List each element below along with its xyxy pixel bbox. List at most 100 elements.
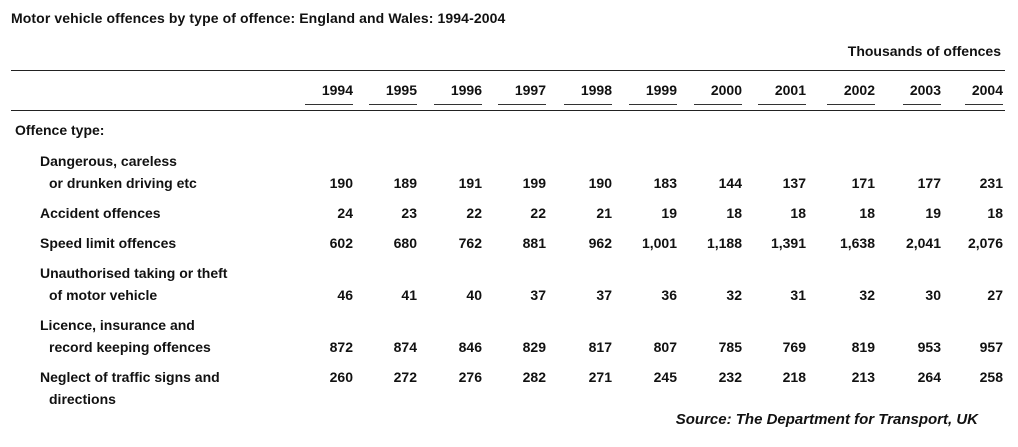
source-note: Source: The Department for Transport, UK	[675, 411, 978, 428]
table-cell: 962	[588, 235, 612, 251]
year-underline	[305, 104, 353, 105]
year-header-1999: 1999	[645, 82, 677, 98]
table-cell: 957	[979, 339, 1003, 355]
row-label: Unauthorised taking or theft	[40, 265, 228, 281]
year-header-2002: 2002	[843, 82, 875, 98]
year-underline	[694, 104, 742, 105]
year-header-1994: 1994	[321, 82, 353, 98]
table-cell: 24	[337, 205, 353, 221]
section-label: Offence type:	[15, 122, 105, 138]
table-cell: 19	[925, 205, 941, 221]
year-underline	[434, 104, 482, 105]
table-cell: 1,188	[706, 235, 742, 251]
table-cell: 602	[329, 235, 353, 251]
year-header-2004: 2004	[971, 82, 1003, 98]
table-cell: 872	[329, 339, 353, 355]
year-underline	[564, 104, 612, 105]
table-cell: 189	[393, 175, 417, 191]
table-cell: 18	[859, 205, 875, 221]
table-cell: 199	[522, 175, 546, 191]
table-cell: 27	[987, 287, 1003, 303]
year-header-2000: 2000	[710, 82, 742, 98]
table-cell: 2,076	[967, 235, 1003, 251]
table-cell: 30	[925, 287, 941, 303]
table-cell: 36	[661, 287, 677, 303]
table-cell: 1,001	[641, 235, 677, 251]
table-cell: 190	[329, 175, 353, 191]
row-label: or drunken driving etc	[49, 175, 197, 191]
row-label: Dangerous, careless	[40, 153, 177, 169]
table-cell: 271	[588, 369, 612, 385]
table-cell: 819	[851, 339, 875, 355]
table-cell: 190	[588, 175, 612, 191]
year-underline	[965, 104, 1003, 105]
row-label: Licence, insurance and	[40, 317, 195, 333]
table-cell: 807	[653, 339, 677, 355]
table-cell: 22	[466, 205, 482, 221]
table-cell: 245	[653, 369, 677, 385]
row-label: directions	[49, 391, 116, 407]
table-cell: 231	[979, 175, 1003, 191]
table-cell: 881	[522, 235, 546, 251]
units-label: Thousands of offences	[847, 43, 1001, 59]
year-header-1995: 1995	[385, 82, 417, 98]
table-cell: 785	[718, 339, 742, 355]
table-cell: 32	[859, 287, 875, 303]
table-cell: 37	[596, 287, 612, 303]
table-cell: 21	[596, 205, 612, 221]
table-cell: 23	[401, 205, 417, 221]
table-cell: 829	[522, 339, 546, 355]
table-cell: 22	[530, 205, 546, 221]
table-cell: 680	[393, 235, 417, 251]
table-cell: 874	[393, 339, 417, 355]
table-cell: 264	[917, 369, 941, 385]
table-cell: 953	[917, 339, 941, 355]
year-header-2001: 2001	[774, 82, 806, 98]
table-cell: 260	[329, 369, 353, 385]
table-cell: 32	[726, 287, 742, 303]
table-cell: 46	[337, 287, 353, 303]
row-label: of motor vehicle	[49, 287, 158, 303]
row-label: record keeping offences	[49, 339, 211, 355]
table-cell: 282	[522, 369, 546, 385]
table-cell: 18	[790, 205, 806, 221]
table-cell: 218	[782, 369, 806, 385]
table-cell: 213	[851, 369, 875, 385]
table-cell: 177	[917, 175, 941, 191]
table-cell: 1,638	[839, 235, 875, 251]
table-cell: 2,041	[905, 235, 941, 251]
year-underline	[498, 104, 546, 105]
table-cell: 19	[661, 205, 677, 221]
year-underline	[629, 104, 677, 105]
table-cell: 272	[393, 369, 417, 385]
row-label: Neglect of traffic signs and	[40, 369, 220, 385]
table-cell: 276	[458, 369, 482, 385]
table-cell: 258	[979, 369, 1003, 385]
table-cell: 137	[782, 175, 806, 191]
table-cell: 191	[458, 175, 482, 191]
table-cell: 31	[790, 287, 806, 303]
year-underline	[758, 104, 806, 105]
table-cell: 769	[782, 339, 806, 355]
year-underline	[369, 104, 417, 105]
table-cell: 41	[401, 287, 417, 303]
row-label: Speed limit offences	[40, 235, 177, 251]
year-header-1997: 1997	[514, 82, 546, 98]
table-cell: 40	[466, 287, 482, 303]
top-rule	[11, 70, 1005, 71]
table-cell: 18	[726, 205, 742, 221]
year-underline	[903, 104, 941, 105]
table-cell: 183	[653, 175, 677, 191]
table-cell: 18	[987, 205, 1003, 221]
year-header-1996: 1996	[450, 82, 482, 98]
table-title: Motor vehicle offences by type of offenc…	[11, 10, 506, 26]
table-cell: 846	[458, 339, 482, 355]
row-label: Accident offences	[40, 205, 161, 221]
table-cell: 171	[851, 175, 875, 191]
table-cell: 1,391	[770, 235, 806, 251]
table-cell: 817	[588, 339, 612, 355]
table-cell: 232	[718, 369, 742, 385]
table-cell: 37	[530, 287, 546, 303]
table-cell: 762	[458, 235, 482, 251]
year-underline	[827, 104, 875, 105]
